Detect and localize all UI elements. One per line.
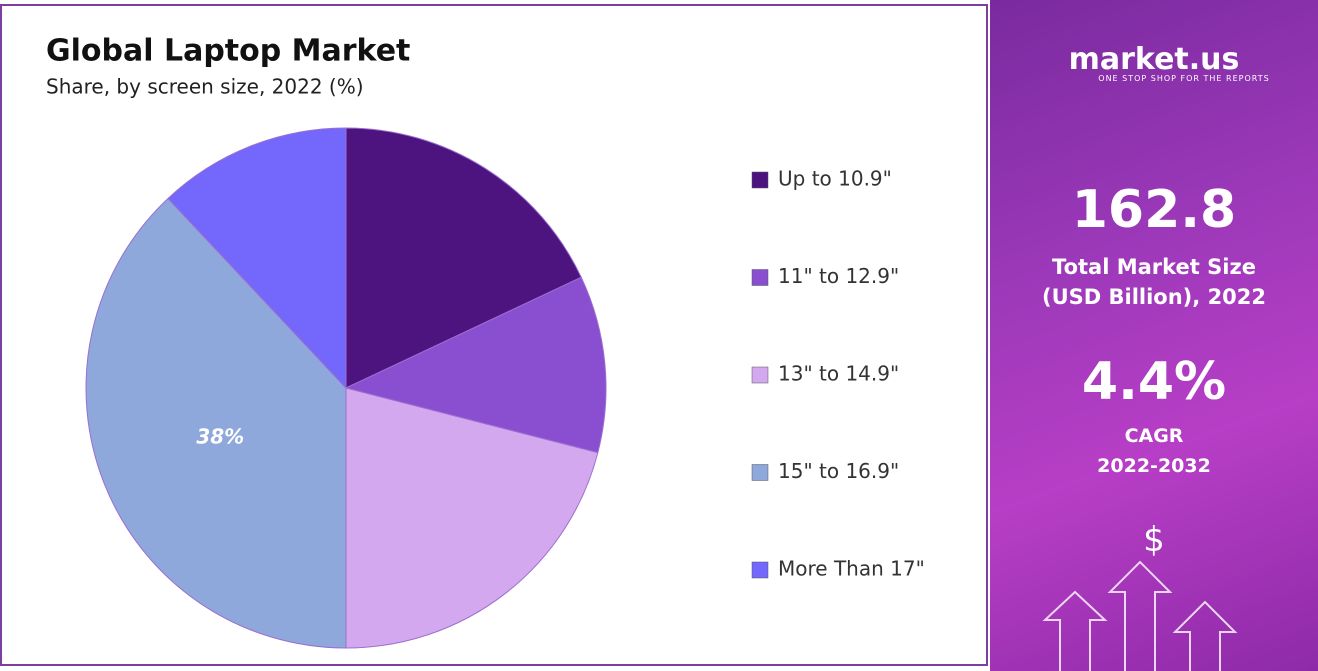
- market-size-value: 162.8: [1071, 180, 1237, 240]
- legend-label: 11" to 12.9": [778, 264, 899, 288]
- dollar-icon: $: [1143, 520, 1165, 560]
- pie-slice: [345, 127, 582, 389]
- legend-swatch: [751, 561, 769, 579]
- legend-swatch: [751, 269, 769, 286]
- legend-label: More Than 17": [778, 557, 925, 581]
- brand-tagline: ONE STOP SHOP FOR THE REPORTS: [1098, 74, 1270, 83]
- pie-slice: [345, 387, 599, 649]
- pie-slice: [344, 276, 607, 454]
- brand: market.us: [1068, 42, 1240, 77]
- legend-swatch: [751, 171, 769, 189]
- chart-title: Global Laptop Market: [46, 34, 410, 69]
- cagr-value: 4.4%: [1081, 352, 1227, 412]
- side-panel: market.us ONE STOP SHOP FOR THE REPORTS …: [990, 0, 1318, 671]
- chart: Global Laptop Market Share, by screen si…: [0, 4, 988, 666]
- legend-label: 15" to 16.9": [778, 459, 899, 483]
- cagr-period: 2022-2032: [1097, 455, 1211, 477]
- data-label: 38%: [196, 424, 244, 448]
- market-size-label: Total Market Size: [1052, 255, 1256, 279]
- legend-label: Up to 10.9": [778, 167, 892, 191]
- legend-label: 13" to 14.9": [778, 362, 899, 386]
- market-size-label: (USD Billion), 2022: [1041, 285, 1267, 309]
- arrows-decoration: [1042, 560, 1238, 671]
- legend-swatch: [751, 366, 769, 384]
- chart-subtitle: Share, by screen size, 2022 (%): [46, 75, 364, 99]
- cagr-label: CAGR: [1124, 425, 1184, 447]
- pie-slice: [85, 197, 347, 649]
- pie-slice: [167, 127, 347, 390]
- legend-swatch: [751, 464, 769, 481]
